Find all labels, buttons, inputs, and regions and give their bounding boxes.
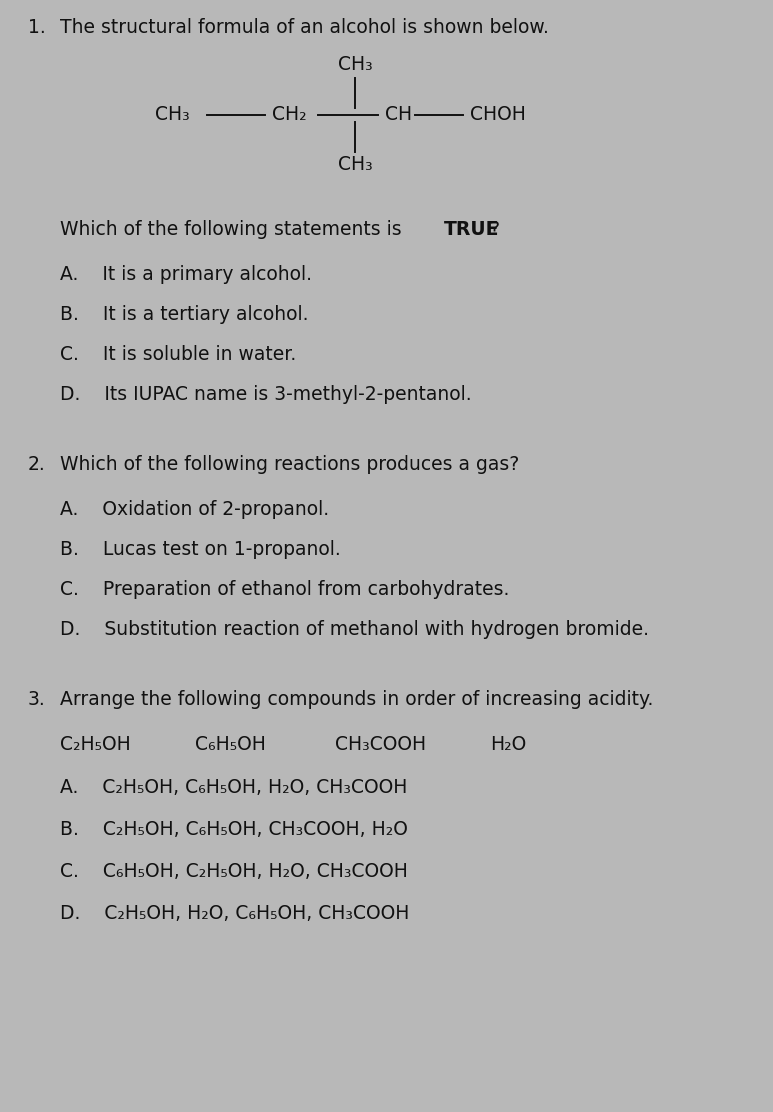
- Text: 1.: 1.: [28, 18, 46, 37]
- Text: B.    C₂H₅OH, C₆H₅OH, CH₃COOH, H₂O: B. C₂H₅OH, C₆H₅OH, CH₃COOH, H₂O: [60, 820, 408, 838]
- Text: CH: CH: [385, 106, 412, 125]
- Text: A.    C₂H₅OH, C₆H₅OH, H₂O, CH₃COOH: A. C₂H₅OH, C₆H₅OH, H₂O, CH₃COOH: [60, 778, 407, 797]
- Text: D.    Substitution reaction of methanol with hydrogen bromide.: D. Substitution reaction of methanol wit…: [60, 620, 649, 639]
- Text: C₆H₅OH: C₆H₅OH: [195, 735, 266, 754]
- Text: D.    C₂H₅OH, H₂O, C₆H₅OH, CH₃COOH: D. C₂H₅OH, H₂O, C₆H₅OH, CH₃COOH: [60, 904, 410, 923]
- Text: A.    It is a primary alcohol.: A. It is a primary alcohol.: [60, 265, 312, 284]
- Text: C.    Preparation of ethanol from carbohydrates.: C. Preparation of ethanol from carbohydr…: [60, 580, 509, 599]
- Text: CH₂: CH₂: [272, 106, 307, 125]
- Text: B.    It is a tertiary alcohol.: B. It is a tertiary alcohol.: [60, 305, 308, 324]
- Text: CHOH: CHOH: [470, 106, 526, 125]
- Text: ?: ?: [490, 220, 500, 239]
- Text: CH₃: CH₃: [338, 54, 373, 75]
- Text: 3.: 3.: [28, 691, 46, 709]
- Text: Which of the following reactions produces a gas?: Which of the following reactions produce…: [60, 455, 519, 474]
- Text: C.    C₆H₅OH, C₂H₅OH, H₂O, CH₃COOH: C. C₆H₅OH, C₂H₅OH, H₂O, CH₃COOH: [60, 862, 408, 881]
- Text: C₂H₅OH: C₂H₅OH: [60, 735, 131, 754]
- Text: 2.: 2.: [28, 455, 46, 474]
- Text: B.    Lucas test on 1-propanol.: B. Lucas test on 1-propanol.: [60, 540, 341, 559]
- Text: CH₃: CH₃: [338, 155, 373, 173]
- Text: A.    Oxidation of 2-propanol.: A. Oxidation of 2-propanol.: [60, 500, 329, 519]
- Text: CH₃: CH₃: [155, 106, 189, 125]
- Text: Arrange the following compounds in order of increasing acidity.: Arrange the following compounds in order…: [60, 691, 653, 709]
- Text: CH₃COOH: CH₃COOH: [335, 735, 426, 754]
- Text: TRUE: TRUE: [444, 220, 499, 239]
- Text: Which of the following statements is: Which of the following statements is: [60, 220, 407, 239]
- Text: H₂O: H₂O: [490, 735, 526, 754]
- Text: The structural formula of an alcohol is shown below.: The structural formula of an alcohol is …: [60, 18, 549, 37]
- Text: C.    It is soluble in water.: C. It is soluble in water.: [60, 345, 296, 364]
- Text: D.    Its IUPAC name is 3-methyl-2-pentanol.: D. Its IUPAC name is 3-methyl-2-pentanol…: [60, 385, 472, 404]
